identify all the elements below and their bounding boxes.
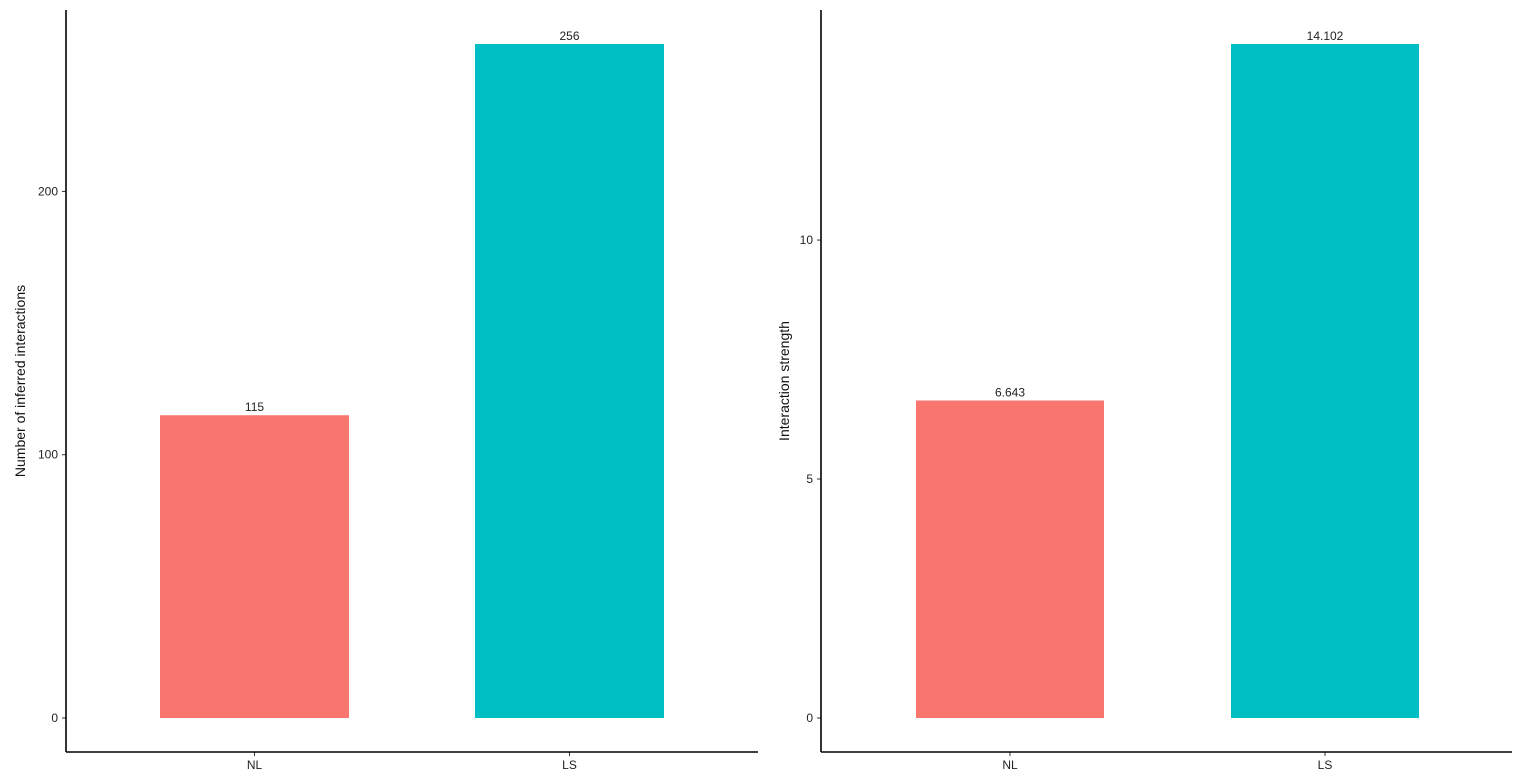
x-tick-label: NL (1002, 758, 1018, 772)
y-tick-label: 100 (38, 448, 58, 462)
y-axis-title: Interaction strength (776, 321, 792, 441)
chart-panel-2: 6.643 NL 14.102 LS 0 5 10 Interaction strength (776, 10, 1512, 772)
data-label-ls: 14.102 (1307, 29, 1344, 43)
y-tick-label: 5 (806, 472, 813, 486)
x-tick-label: LS (1318, 758, 1333, 772)
y-tick-label: 10 (800, 233, 814, 247)
bar-ls (475, 44, 664, 718)
x-tick-label: LS (562, 758, 577, 772)
bar-nl (160, 415, 349, 718)
y-axis-title: Number of inferred interactions (12, 285, 28, 477)
y-tick-label: 0 (806, 711, 813, 725)
bar-nl (916, 400, 1104, 718)
y-tick-label: 200 (38, 184, 58, 198)
x-tick-label: NL (247, 758, 263, 772)
data-label-nl: 115 (245, 400, 264, 414)
data-label-nl: 6.643 (995, 386, 1025, 400)
chart-panel-1: 115 NL 256 LS 0 100 200 Number of inferred inte… (12, 10, 758, 772)
bar-ls (1231, 44, 1419, 718)
y-tick-label: 0 (51, 711, 58, 725)
data-label-ls: 256 (559, 29, 579, 43)
